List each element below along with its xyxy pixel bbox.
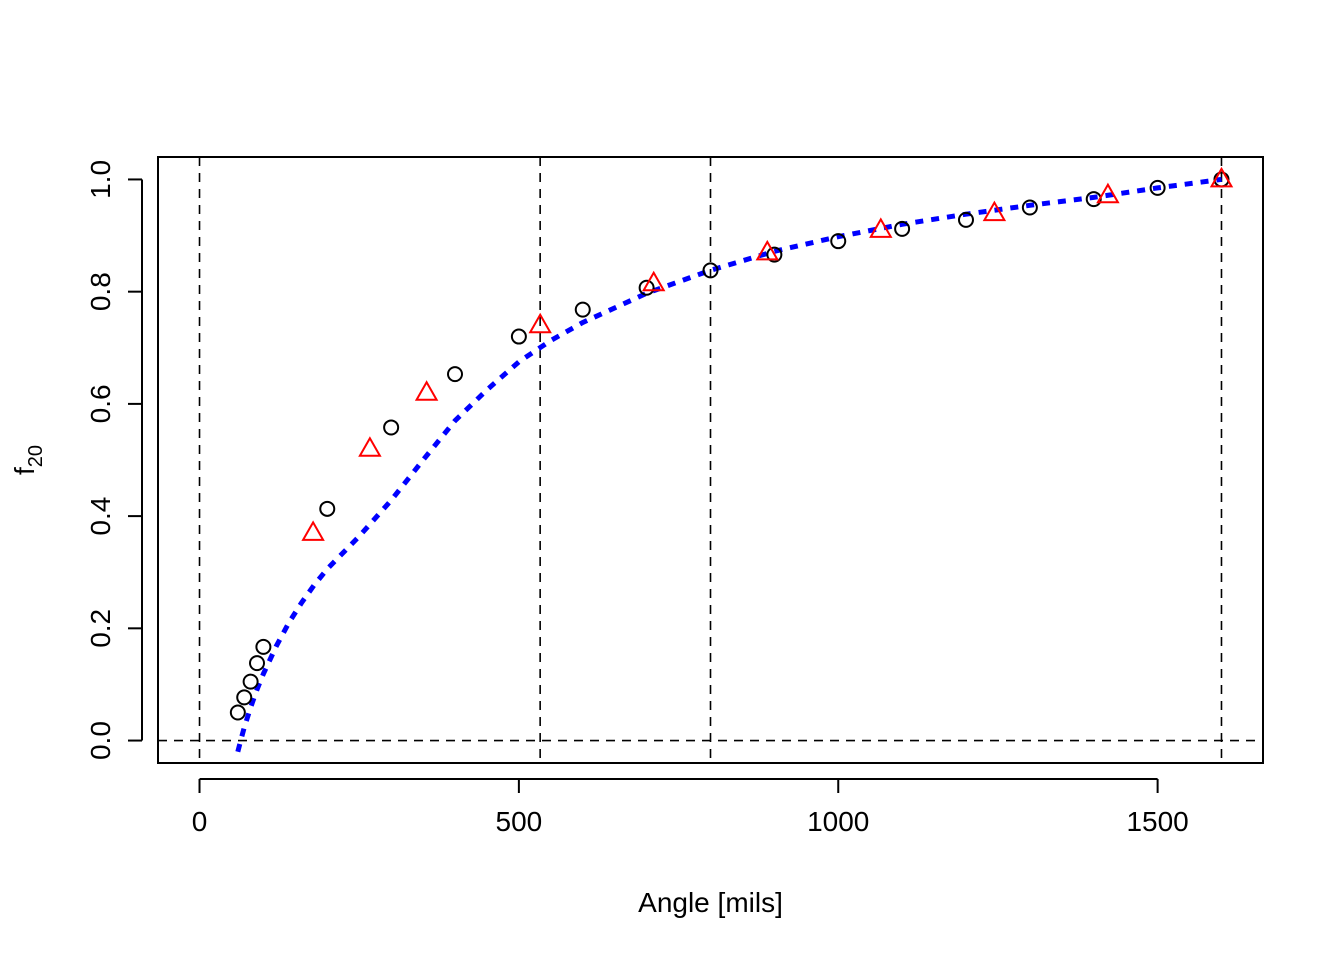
data-points <box>229 166 1234 721</box>
y-tick-label: 0.2 <box>85 609 116 648</box>
triangle-point <box>869 217 893 238</box>
x-axis: 0 500 1000 1500 <box>192 778 1189 837</box>
reference-lines <box>158 157 1263 763</box>
x-tick-label: 0 <box>192 806 208 837</box>
y-axis-title: f20 <box>9 445 47 475</box>
triangle-point <box>1209 166 1234 188</box>
circle-point <box>638 279 655 296</box>
y-axis: 0.0 0.2 0.4 0.6 0.8 1.0 <box>85 160 143 760</box>
fitted-curve <box>235 176 1222 753</box>
plot-frame <box>157 156 1264 764</box>
circle-point <box>957 211 974 228</box>
triangle-point <box>528 312 552 334</box>
circle-point <box>249 655 266 672</box>
triangle-point <box>358 436 382 457</box>
circle-point <box>702 262 719 279</box>
circle-point <box>894 220 911 237</box>
y-tick-label: 0.4 <box>85 497 116 536</box>
circle-point <box>766 246 783 263</box>
circle-point <box>447 366 464 383</box>
y-tick-label: 0.6 <box>85 384 116 423</box>
x-axis-title: Angle [mils] <box>638 887 783 918</box>
circle-point <box>255 638 272 655</box>
circle-point <box>229 704 246 721</box>
triangle-point <box>982 200 1007 222</box>
circle-point <box>383 419 400 436</box>
circle-point <box>574 301 591 318</box>
circle-point <box>1021 199 1038 216</box>
x-tick-label: 1000 <box>807 806 869 837</box>
circle-point <box>1149 179 1166 196</box>
fitted-curve-line <box>235 176 1222 753</box>
circle-point <box>242 673 259 690</box>
circle-point <box>830 233 847 250</box>
circle-point <box>510 328 527 345</box>
y-axis-title-base: f <box>9 467 40 475</box>
y-tick-label: 0.0 <box>85 721 116 760</box>
triangle-point <box>755 239 780 261</box>
y-axis-title-subscript: 20 <box>25 445 47 467</box>
triangle-point <box>301 520 325 541</box>
x-tick-label: 500 <box>496 806 543 837</box>
circle-point <box>236 689 253 706</box>
x-tick-label: 1500 <box>1126 806 1188 837</box>
y-tick-label: 0.8 <box>85 272 116 311</box>
triangle-point <box>1096 182 1120 204</box>
circle-point <box>319 500 336 517</box>
triangle-point <box>641 270 666 292</box>
triangle-point <box>414 380 439 401</box>
y-tick-label: 1.0 <box>85 160 116 199</box>
